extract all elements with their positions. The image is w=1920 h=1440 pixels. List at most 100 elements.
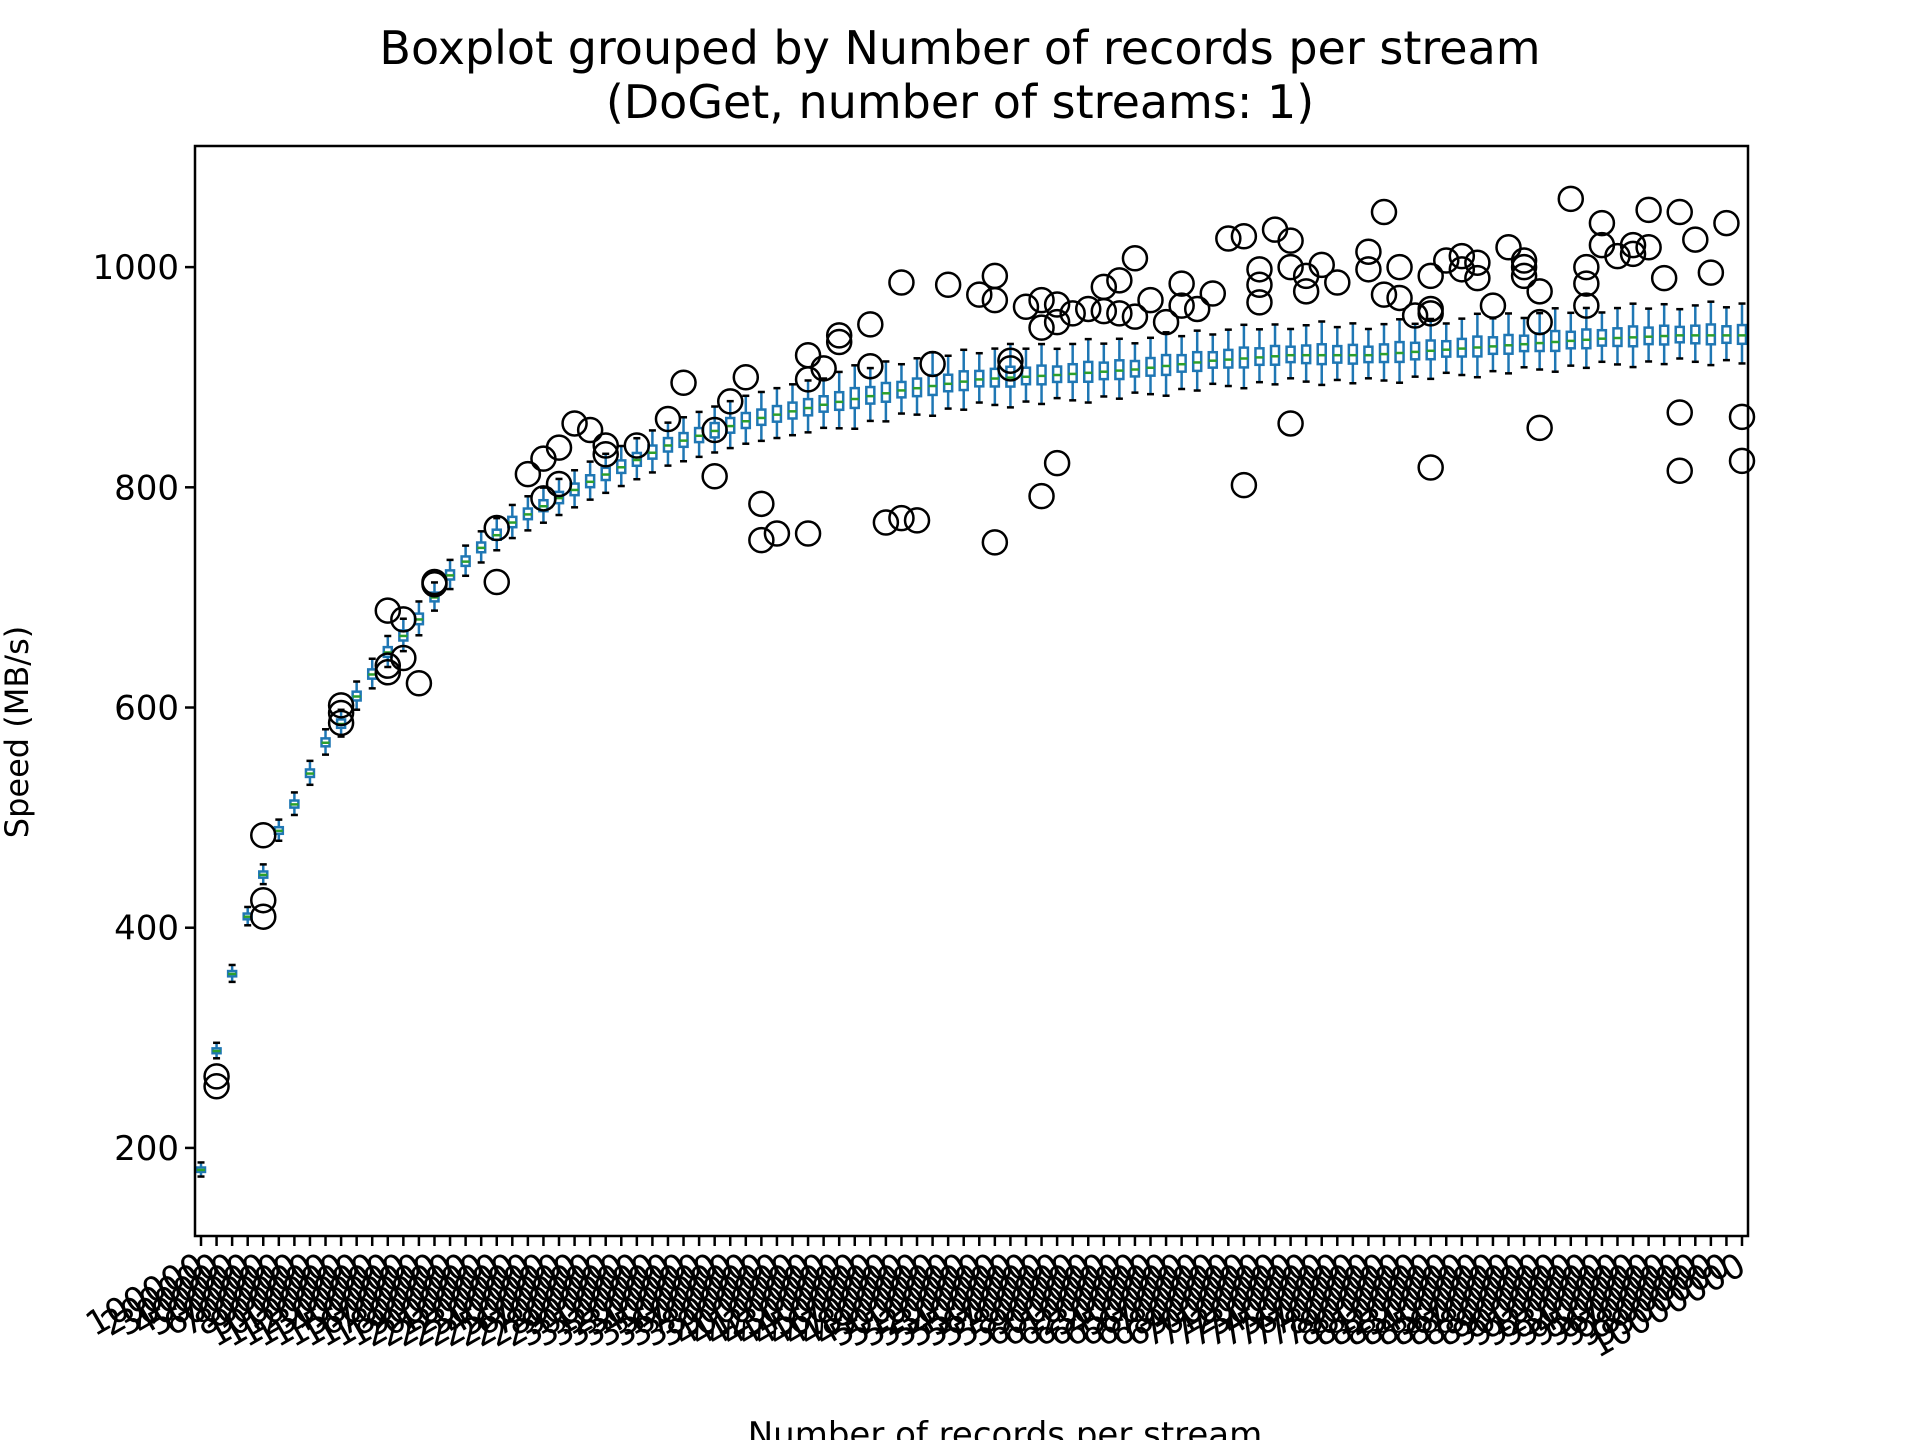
flier-point	[1168, 270, 1195, 297]
flier-point	[1433, 247, 1460, 274]
flier-point	[1386, 253, 1413, 281]
flier-point	[1682, 226, 1709, 253]
flier-point	[825, 328, 853, 356]
flier-point	[1386, 284, 1413, 312]
flier-point	[1666, 198, 1693, 226]
flier-point	[1417, 300, 1444, 327]
flier-point	[997, 347, 1024, 374]
flier-point	[1121, 303, 1149, 330]
chart-title: Boxplot grouped by Number of records per…	[379, 21, 1540, 75]
flier-point	[576, 416, 604, 444]
y-tick-label: 400	[114, 909, 179, 949]
flier-point	[530, 485, 557, 512]
flier-point	[997, 355, 1024, 382]
plot-area: 2004006008001000100000200000300000400000…	[79, 144, 1756, 1366]
flier-point	[794, 341, 822, 369]
flier-point	[1464, 249, 1491, 276]
flier-point	[1526, 278, 1553, 305]
flier-point	[483, 568, 510, 596]
flier-point	[825, 322, 853, 349]
flier-point	[857, 352, 884, 380]
flier-point	[250, 903, 277, 930]
flier-point	[701, 416, 728, 444]
flier-point	[1168, 292, 1195, 319]
flier-point	[1573, 253, 1600, 281]
flier-point	[561, 410, 588, 437]
flier-point	[1074, 295, 1102, 323]
y-tick-label: 200	[114, 1129, 179, 1169]
flier-point	[888, 504, 915, 532]
flier-point	[1417, 454, 1444, 481]
flier-point	[981, 529, 1009, 556]
flier-point	[1121, 245, 1149, 272]
flier-point	[1043, 449, 1071, 477]
flier-point	[203, 1073, 230, 1100]
flier-point	[1324, 269, 1351, 296]
flier-point	[1277, 253, 1304, 281]
flier-point	[1666, 457, 1693, 485]
flier-point	[1526, 308, 1553, 336]
x-axis-label: Number of records per stream	[748, 1415, 1263, 1440]
flier-point	[374, 652, 402, 679]
flier-point	[592, 441, 619, 468]
flier-point	[1246, 289, 1273, 316]
flier-point	[748, 490, 775, 518]
flier-point	[1635, 234, 1662, 261]
y-tick-label: 600	[114, 689, 179, 729]
flier-point	[1417, 262, 1444, 290]
flier-point	[701, 463, 728, 490]
flier-point	[1230, 223, 1258, 250]
flier-point	[327, 709, 355, 737]
flier-point	[857, 311, 884, 338]
flier-point	[1137, 286, 1164, 314]
flier-point	[1028, 482, 1055, 510]
flier-point	[1090, 297, 1118, 325]
flier-point	[1370, 198, 1398, 226]
flier-point	[483, 514, 510, 542]
flier-point	[763, 520, 791, 547]
flier-point	[1635, 196, 1662, 224]
flier-point	[327, 692, 355, 719]
flier-point	[1028, 314, 1055, 341]
flier-point	[1028, 286, 1055, 314]
flier-point	[1277, 410, 1304, 437]
flier-point	[1199, 280, 1227, 307]
plot-frame	[193, 144, 1750, 1238]
flier-point	[872, 509, 900, 536]
flier-point	[1479, 292, 1507, 319]
flier-point	[1510, 247, 1538, 274]
flier-point	[1448, 242, 1476, 270]
flier-point	[1370, 281, 1398, 308]
flier-point	[1230, 471, 1258, 499]
flier-point	[748, 526, 775, 554]
flier-point	[1043, 308, 1071, 336]
flier-point	[390, 644, 417, 672]
flier-point	[1246, 271, 1273, 298]
flier-point	[592, 432, 619, 459]
flier-point	[810, 355, 837, 382]
flier-point	[1277, 227, 1304, 254]
flier-point	[390, 606, 417, 633]
flier-point	[1059, 300, 1086, 327]
flier-point	[1573, 270, 1600, 297]
chart-subtitle: (DoGet, number of streams: 1)	[606, 75, 1314, 129]
flier-point	[1401, 302, 1429, 329]
flier-point	[1355, 238, 1382, 265]
flier-point	[1619, 240, 1647, 268]
flier-point	[981, 286, 1009, 314]
flier-point	[327, 699, 355, 727]
flier-point	[421, 570, 448, 598]
flier-point	[903, 507, 931, 534]
flier-point	[1588, 209, 1616, 237]
flier-point	[919, 350, 946, 378]
flier-point	[1246, 256, 1273, 283]
flier-point	[203, 1063, 230, 1090]
flier-point	[1666, 399, 1693, 426]
flier-point	[888, 269, 915, 296]
flier-point	[1495, 234, 1522, 261]
flier-point	[1448, 256, 1476, 283]
flier-point	[1697, 259, 1725, 286]
flier-point	[934, 271, 962, 298]
flier-point	[250, 886, 277, 914]
